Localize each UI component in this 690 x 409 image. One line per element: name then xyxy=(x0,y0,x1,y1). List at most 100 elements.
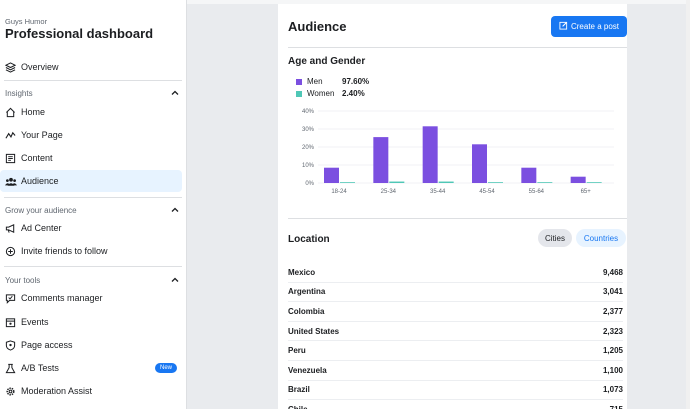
shield-icon xyxy=(4,339,17,352)
bar-women-65+ xyxy=(586,182,602,183)
section-insights[interactable]: Insights xyxy=(5,88,180,98)
sidebar: Guys Humor Professional dashboard Overvi… xyxy=(0,0,187,409)
country-name: Chile xyxy=(288,405,308,409)
country-value: 3,041 xyxy=(602,287,623,297)
comment-icon xyxy=(4,292,17,305)
table-row: United States 2,323 xyxy=(288,322,623,342)
bar-men-65+ xyxy=(570,176,586,183)
y-tick-label: 0% xyxy=(305,181,314,187)
sidebar-item-page-access[interactable]: Page access xyxy=(0,334,182,356)
location-title: Location xyxy=(288,234,330,245)
bar-women-25-34 xyxy=(389,181,405,183)
divider xyxy=(4,80,182,81)
sidebar-item-your-page[interactable]: Your Page xyxy=(0,124,182,146)
create-post-label: Create a post xyxy=(570,22,620,31)
tab-cities[interactable]: Cities xyxy=(538,229,572,247)
table-row: Colombia 2,377 xyxy=(288,302,623,322)
sidebar-item-ab-tests[interactable]: A/B Tests New xyxy=(0,357,182,379)
sidebar-item-label: Invite friends to follow xyxy=(21,246,108,256)
y-tick-label: 30% xyxy=(302,127,315,133)
table-row: Argentina 3,041 xyxy=(288,283,623,303)
sidebar-item-label: A/B Tests xyxy=(21,363,59,373)
audience-card: Audience Create a post Age and Gender Me… xyxy=(278,4,627,409)
new-badge: New xyxy=(154,363,177,373)
sidebar-item-label: Moderation Assist xyxy=(21,386,93,396)
trend-icon xyxy=(4,129,17,142)
table-row: Peru 1,205 xyxy=(288,341,623,361)
x-tick-label: 45-54 xyxy=(479,189,495,195)
sidebar-item-label: Content xyxy=(21,153,53,163)
legend-label: Men xyxy=(307,77,323,86)
table-row: Brazil 1,073 xyxy=(288,381,623,401)
bar-men-55-64 xyxy=(521,167,537,183)
sidebar-item-label: Page access xyxy=(21,340,73,350)
top-strip xyxy=(187,0,690,4)
sidebar-item-audience[interactable]: Audience xyxy=(0,170,182,192)
bar-men-18-24 xyxy=(324,167,339,183)
tab-countries[interactable]: Countries xyxy=(576,229,626,247)
x-tick-label: 55-64 xyxy=(529,189,545,195)
sidebar-item-label: Your Page xyxy=(21,130,63,140)
sidebar-item-overview[interactable]: Overview xyxy=(0,56,182,78)
calendar-icon xyxy=(4,316,17,329)
sidebar-item-label: Home xyxy=(21,107,46,117)
country-value: 715 xyxy=(610,405,623,409)
sidebar-item-comments[interactable]: Comments manager xyxy=(0,287,182,309)
sidebar-item-label: Overview xyxy=(21,62,59,72)
chevron-up-icon xyxy=(170,205,180,215)
country-name: Colombia xyxy=(288,306,325,316)
dashboard-title: Professional dashboard xyxy=(5,26,154,41)
legend-pct: 97.60% xyxy=(342,77,370,86)
create-post-button[interactable]: Create a post xyxy=(551,16,627,37)
bar-women-18-24 xyxy=(340,182,355,183)
country-value: 9,468 xyxy=(602,267,623,277)
layers-icon xyxy=(4,61,17,74)
age-gender-chart: 40% 30% 20% 10% 0% 18-24 25-34 35-44 45-54 55-64 6… xyxy=(302,109,614,195)
sidebar-item-ad-center[interactable]: Ad Center xyxy=(0,217,182,239)
home-icon xyxy=(4,106,17,119)
legend-pct: 2.40% xyxy=(342,89,365,98)
sidebar-item-invite[interactable]: Invite friends to follow xyxy=(0,240,182,262)
country-name: Mexico xyxy=(288,267,316,277)
sidebar-item-content[interactable]: Content xyxy=(0,147,182,169)
country-value: 1,205 xyxy=(602,346,623,356)
section-grow[interactable]: Grow your audience xyxy=(5,205,180,215)
sidebar-item-events[interactable]: Events xyxy=(0,311,182,333)
legend-label: Women xyxy=(307,89,335,98)
country-value: 2,323 xyxy=(602,326,623,336)
content-icon xyxy=(4,152,17,165)
edit-icon xyxy=(559,21,568,32)
legend-swatch-women xyxy=(296,90,302,97)
section-label: Insights xyxy=(5,88,33,98)
country-name: Argentina xyxy=(288,287,326,297)
sidebar-item-moderation[interactable]: Moderation Assist xyxy=(0,380,182,402)
divider xyxy=(288,47,627,48)
invite-icon xyxy=(4,245,17,258)
scrollbar[interactable] xyxy=(686,0,690,409)
bar-men-35-44 xyxy=(422,126,438,183)
section-tools[interactable]: Your tools xyxy=(5,275,180,285)
bar-men-45-54 xyxy=(472,144,487,183)
page-name: Guys Humor xyxy=(5,17,48,26)
country-name: Peru xyxy=(288,346,306,356)
divider xyxy=(4,197,182,198)
y-tick-label: 10% xyxy=(302,163,315,169)
x-tick-label: 18-24 xyxy=(331,189,347,195)
y-tick-label: 20% xyxy=(302,145,315,151)
bar-women-45-54 xyxy=(488,182,503,183)
age-gender-title: Age and Gender xyxy=(288,56,366,67)
megaphone-icon xyxy=(4,222,17,235)
country-name: United States xyxy=(288,326,340,336)
section-label: Grow your audience xyxy=(5,205,77,215)
sidebar-item-label: Comments manager xyxy=(21,293,103,303)
divider xyxy=(4,266,182,267)
sidebar-item-home[interactable]: Home xyxy=(0,101,182,123)
table-row: Venezuela 1,100 xyxy=(288,361,623,381)
page-title: Audience xyxy=(288,19,347,34)
gear-icon xyxy=(4,385,17,398)
section-label: Your tools xyxy=(5,275,41,285)
table-row: Chile 715 xyxy=(288,400,623,409)
bar-women-55-64 xyxy=(537,182,553,183)
country-name: Venezuela xyxy=(288,365,327,375)
country-value: 1,100 xyxy=(602,365,623,375)
